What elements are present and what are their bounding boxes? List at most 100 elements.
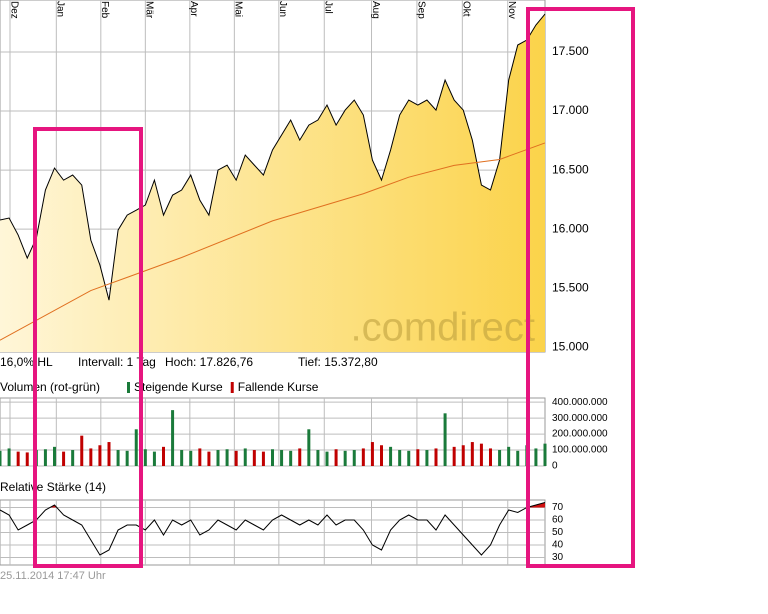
y-tick-label: 40 [552,540,564,551]
x-tick-label: Jun [277,1,288,17]
volume-bar [89,448,93,466]
legend-label: Steigende Kurse [134,380,223,394]
y-tick-label: 0 [552,461,558,472]
volume-bar [252,450,256,466]
volume-bar [479,443,483,466]
volume-bar [261,451,265,466]
volume-bar [370,442,374,466]
volume-bar [62,451,66,466]
volume-bar [53,446,56,466]
info-text: Intervall: 1 Tag [78,355,156,369]
info-text: 16,0% HL [0,355,53,369]
volume-bar [225,449,229,466]
volume-bar [334,449,338,466]
volume-bar [325,451,329,466]
x-tick-label: Jul [323,1,334,14]
volume-bar [316,450,320,466]
y-tick-label: 15.500 [552,280,589,294]
x-tick-label: Okt [461,1,472,17]
volume-bar [234,450,238,466]
volume-bar [152,451,156,466]
volume-bar [407,450,411,466]
x-tick-label: Dez [8,1,19,19]
volume-bar [534,448,538,466]
volume-bar [198,448,202,466]
info-text: Tief: 15.372,80 [298,355,378,369]
y-tick-label: 15.000 [552,339,589,353]
y-tick-label: 60 [552,515,564,526]
y-tick-label: 16.000 [552,221,589,235]
info-text: Hoch: 17.826,76 [165,355,253,369]
volume-bar [452,446,456,466]
volume-bar [543,443,547,466]
volume-bar [398,450,402,466]
y-tick-label: 200.000.000 [552,429,608,440]
volume-bar [80,435,84,466]
volume-bar [516,450,520,466]
volume-bar [216,450,220,466]
volume-bar [143,449,147,466]
volume-bar [16,451,20,466]
volume-bar [498,450,502,466]
volume-bar [507,446,511,466]
volume-bar [425,450,429,466]
volume-bar [180,450,184,466]
volume-bar [434,448,438,466]
x-tick-label: Apr [188,1,199,17]
volume-bar [134,429,138,466]
highlight-box [526,7,635,568]
volume-bar [25,452,29,466]
volume-bar [361,448,365,466]
volume-bar [189,450,193,466]
volume-bar [489,448,492,466]
price-line [0,13,546,301]
volume-bar [389,446,393,466]
volume-bar [470,442,474,466]
volume-bar [307,429,311,466]
x-tick-label: Feb [99,1,110,19]
volume-bar [289,450,293,466]
legend-swatch [230,382,234,393]
price-area [0,14,545,353]
volume-bar [0,450,2,466]
x-tick-label: Sep [415,1,426,19]
volume-bar [171,410,175,466]
y-tick-label: 400.000.000 [552,397,608,408]
volume-bar [71,450,75,466]
legend-swatch [127,382,130,393]
y-tick-label: 300.000.000 [552,413,608,424]
volume-bar [343,450,347,466]
panel-title: Relative Stärke (14) [0,480,106,494]
watermark: .comdirect [351,306,536,350]
y-tick-label: 16.500 [552,162,589,176]
highlight-box [33,127,143,568]
volume-bar [7,448,11,466]
volume-bar [207,451,211,466]
volume-bar [125,450,129,466]
x-tick-label: Nov [506,1,517,19]
x-tick-label: Jan [55,1,66,17]
volume-bar [98,445,102,466]
legend-label: Fallende Kurse [238,380,319,394]
moving-average-line [0,142,546,341]
rsi-overbought-fill [0,502,545,508]
x-tick-label: Mär [144,1,155,19]
volume-bar [271,449,274,466]
volume-bar [461,445,465,466]
y-tick-label: 17.000 [552,103,589,117]
rsi-line [0,502,546,556]
panel-title: Volumen (rot-grün) [0,380,100,394]
volume-bar [107,442,111,466]
x-tick-label: Aug [370,1,381,19]
volume-bar [380,445,383,466]
volume-bar [243,448,247,466]
volume-bar [280,450,284,466]
volume-bar [116,450,120,466]
x-tick-label: Mai [233,1,244,17]
timestamp: 25.11.2014 17:47 Uhr [0,570,106,582]
y-tick-label: 100.000.000 [552,445,608,456]
volume-bar [298,448,302,466]
volume-bar [43,449,47,466]
